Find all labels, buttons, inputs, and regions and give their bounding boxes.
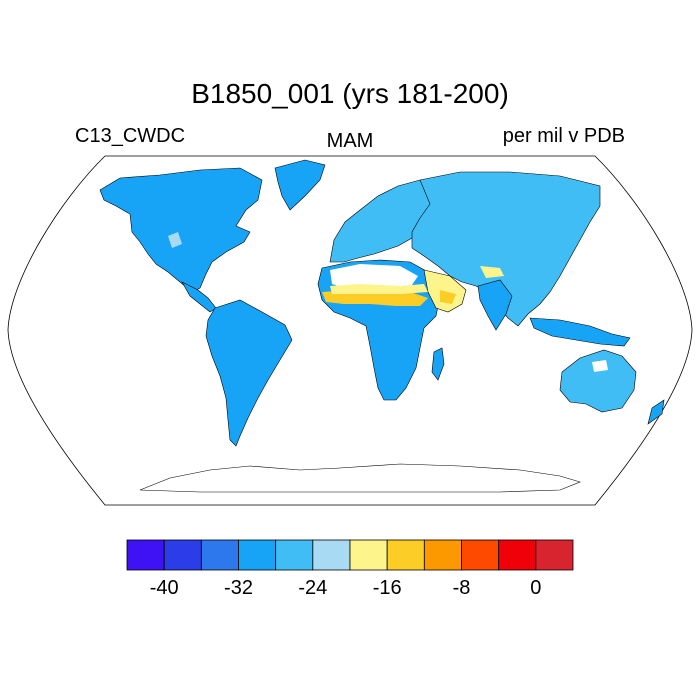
southeast-asia-islands bbox=[529, 317, 631, 347]
colorbar-swatch bbox=[423, 539, 462, 571]
colorbar-swatch bbox=[312, 539, 351, 571]
asia-desert bbox=[480, 266, 504, 278]
australia-white bbox=[592, 360, 608, 372]
australia bbox=[559, 349, 637, 413]
greenland bbox=[274, 159, 326, 211]
season-label: MAM bbox=[326, 130, 374, 152]
colorbar-swatch bbox=[349, 539, 388, 571]
colorbar-swatch bbox=[238, 539, 277, 571]
colorbar-swatch bbox=[535, 539, 574, 571]
land-masses bbox=[99, 159, 665, 493]
colorbar-swatch bbox=[461, 539, 500, 571]
sahel-light bbox=[330, 284, 428, 294]
south-america bbox=[205, 299, 293, 447]
north-america bbox=[99, 167, 263, 293]
plot-title: B1850_001 (yrs 181-200) bbox=[191, 78, 509, 109]
colorbar-swatch bbox=[498, 539, 537, 571]
desert-anomalies bbox=[168, 232, 608, 372]
new-zealand bbox=[647, 399, 665, 425]
colorbar-swatch bbox=[200, 539, 239, 571]
colorbar-tick-label: -40 bbox=[149, 577, 179, 599]
variable-label: C13_CWDC bbox=[75, 125, 186, 147]
middle-east-yellow bbox=[440, 290, 456, 304]
units-label: per mil v PDB bbox=[502, 125, 625, 147]
colorbar-tick-label: -8 bbox=[452, 577, 471, 599]
colorbar-swatch bbox=[275, 539, 314, 571]
india bbox=[477, 279, 513, 331]
colorbar-tick-label: 0 bbox=[530, 577, 542, 599]
asia bbox=[411, 171, 601, 327]
arabia bbox=[423, 269, 467, 313]
colorbar-swatch bbox=[386, 539, 425, 571]
colorbar-swatch bbox=[163, 539, 202, 571]
colorbar-swatch bbox=[126, 539, 165, 571]
na-light bbox=[168, 232, 182, 248]
colorbar-tick-label: -24 bbox=[298, 577, 328, 599]
antarctica bbox=[139, 463, 581, 493]
colorbar-tick-label: -32 bbox=[224, 577, 253, 599]
madagascar bbox=[431, 347, 445, 381]
colorbar-tick-label: -16 bbox=[372, 577, 402, 599]
central-america bbox=[181, 281, 217, 313]
